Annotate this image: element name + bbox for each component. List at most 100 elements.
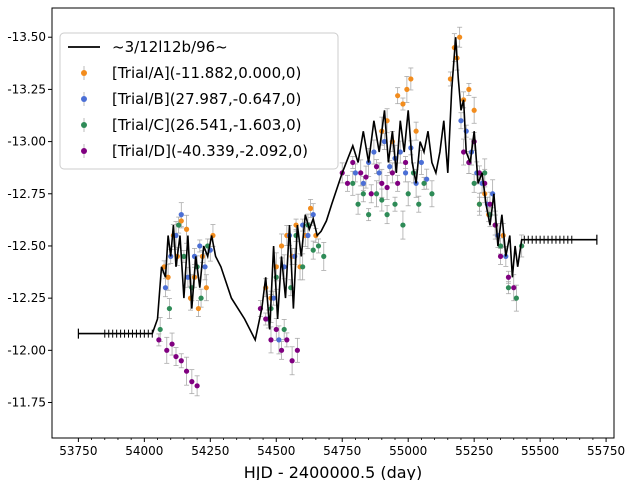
y-tick-label: -11.75: [7, 396, 46, 410]
data-point: [405, 191, 411, 197]
data-point: [173, 353, 179, 360]
data-point: [185, 274, 191, 280]
legend-label: [Trial/A](-11.882,0.000,0): [112, 64, 301, 82]
legend-marker: [81, 70, 87, 76]
legend-marker: [81, 122, 87, 128]
data-point: [355, 201, 361, 207]
data-point: [203, 285, 209, 291]
data-point: [402, 170, 409, 176]
data-point: [178, 212, 184, 218]
data-point: [310, 247, 316, 253]
data-point: [476, 201, 483, 207]
data-point: [373, 164, 380, 170]
data-point: [178, 218, 184, 224]
data-point: [511, 285, 517, 291]
data-point: [305, 232, 311, 239]
data-point: [358, 170, 364, 176]
x-tick-label: 54000: [125, 444, 163, 458]
data-point: [392, 201, 398, 207]
data-point: [471, 180, 477, 186]
data-point: [310, 212, 316, 218]
data-point: [413, 128, 419, 134]
x-tick-label: 54750: [323, 444, 361, 458]
data-point: [183, 226, 190, 232]
data-point: [198, 295, 204, 301]
legend-marker: [81, 148, 87, 154]
data-point: [278, 347, 285, 353]
data-point: [157, 326, 163, 333]
data-point: [397, 149, 403, 155]
data-point: [497, 253, 504, 259]
data-point: [368, 191, 374, 197]
legend: ~3/12l12b/96~ [Trial/A](-11.882,0.000,0) […: [59, 32, 339, 170]
data-point: [300, 264, 306, 270]
data-point: [471, 107, 477, 113]
y-tick-label: -12.75: [7, 187, 46, 201]
data-point: [395, 93, 401, 99]
data-point: [381, 138, 388, 145]
legend-label: [Trial/B](27.987,-0.647,0): [112, 90, 301, 108]
model-line: [78, 37, 597, 343]
data-point: [404, 86, 410, 93]
data-point: [373, 191, 380, 197]
data-point: [156, 337, 162, 343]
data-point: [424, 176, 430, 182]
data-point: [294, 347, 300, 353]
data-point: [371, 149, 377, 155]
data-point: [400, 222, 406, 228]
y-tick-label: -13.00: [7, 135, 46, 149]
data-point: [281, 326, 287, 333]
x-axis: 53750 54000 54250 54500 54750 55000 55250 55500…: [59, 438, 625, 458]
data-point: [315, 243, 322, 249]
data-point: [178, 358, 184, 364]
data-point: [416, 201, 422, 207]
data-point: [505, 274, 512, 280]
data-point: [284, 337, 290, 343]
data-point: [165, 274, 171, 280]
data-point: [268, 337, 274, 343]
data-point: [376, 170, 382, 176]
x-tick-label: 55750: [587, 444, 625, 458]
legend-box: [59, 32, 339, 170]
y-tick-label: -12.25: [7, 291, 46, 305]
data-point: [181, 253, 187, 259]
data-point: [487, 201, 493, 207]
data-point: [389, 170, 395, 176]
data-point: [466, 86, 472, 93]
data-point: [429, 191, 435, 197]
data-point: [344, 180, 351, 186]
data-point: [276, 337, 282, 343]
model-curve: [77, 37, 598, 343]
data-point: [513, 295, 519, 301]
data-point: [482, 170, 488, 176]
y-tick-label: -12.50: [7, 239, 46, 253]
x-tick-label: 53750: [59, 444, 97, 458]
data-point: [408, 76, 414, 82]
data-point: [360, 191, 366, 197]
data-point: [307, 205, 314, 211]
y-axis: -11.75 -12.00 -12.25 -12.50 -12.75 -13.00 -13.…: [7, 30, 52, 410]
data-point: [421, 180, 427, 186]
data-point: [366, 212, 372, 218]
data-point: [350, 159, 356, 166]
data-point: [400, 101, 406, 107]
x-tick-label: 55250: [455, 444, 493, 458]
data-point: [263, 316, 269, 322]
y-tick-label: -13.25: [7, 82, 46, 96]
x-tick-label: 54250: [191, 444, 229, 458]
data-point: [183, 368, 190, 374]
data-point: [176, 222, 182, 228]
legend-marker: [81, 96, 87, 102]
data-point: [321, 253, 327, 259]
y-tick-label: -12.00: [7, 343, 46, 357]
data-point: [278, 243, 285, 249]
data-point: [458, 118, 464, 124]
data-point: [289, 358, 295, 364]
data-point: [164, 347, 170, 353]
data-point: [497, 243, 504, 249]
legend-label: [Trial/D](-40.339,-2.092,0): [112, 142, 308, 160]
data-point: [379, 197, 385, 203]
data-point: [273, 326, 279, 333]
legend-label: ~3/12l12b/96~: [112, 38, 228, 56]
